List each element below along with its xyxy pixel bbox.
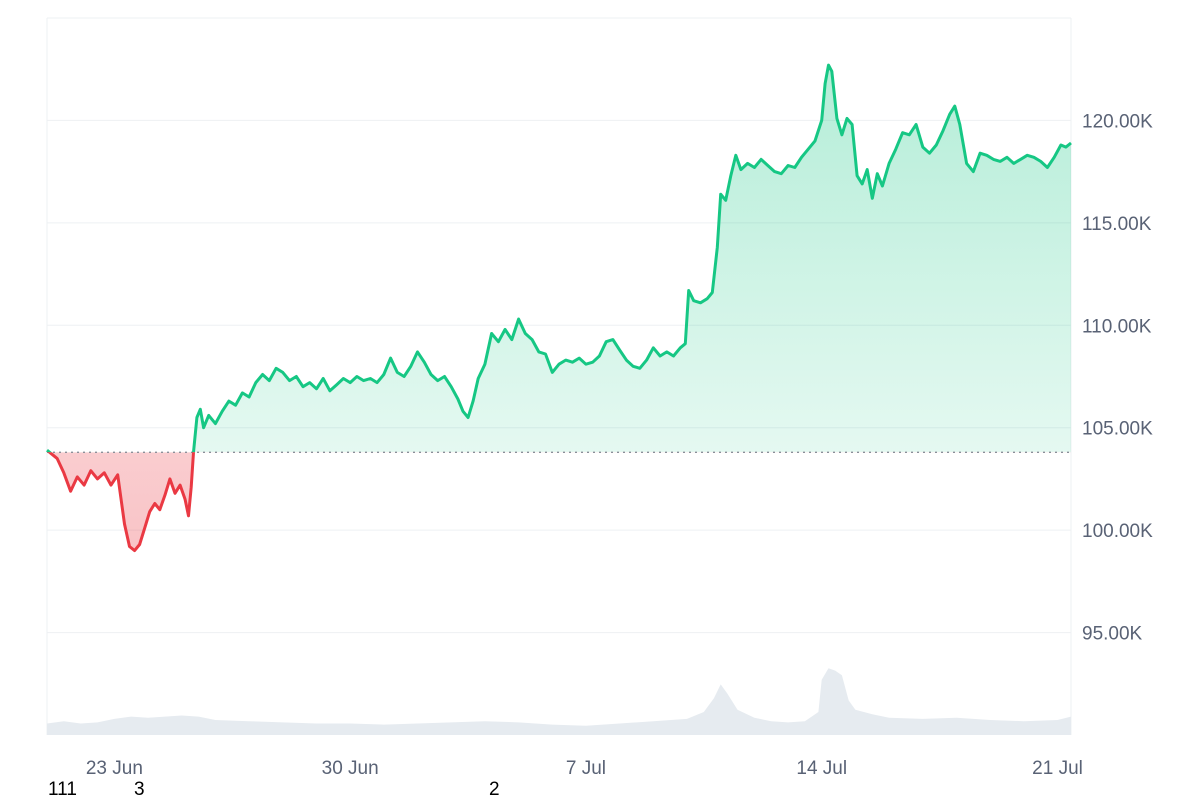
- x-tick-label: 30 Jun: [322, 758, 379, 779]
- y-tick-label: 105.00K: [1082, 419, 1153, 440]
- price-line-above: [46, 63, 1072, 453]
- area-fill-below: [47, 452, 1071, 551]
- x-tick-label: 21 Jul: [1032, 758, 1083, 779]
- footnote-111: 111: [48, 779, 77, 800]
- y-tick-label: 120.00K: [1082, 111, 1153, 132]
- y-tick-label: 115.00K: [1082, 214, 1152, 235]
- area-fill-above: [47, 65, 1071, 453]
- y-tick-label: 95.00K: [1082, 624, 1143, 645]
- y-tick-label: 100.00K: [1082, 521, 1153, 542]
- x-tick-label: 7 Jul: [566, 758, 606, 779]
- y-tick-label: 110.00K: [1082, 316, 1152, 337]
- footnote-3: 3: [134, 779, 145, 800]
- x-tick-label: 14 Jul: [796, 758, 847, 779]
- volume-area: [47, 668, 1071, 735]
- footnote-2: 2: [489, 779, 500, 800]
- x-tick-label: 23 Jun: [86, 758, 143, 779]
